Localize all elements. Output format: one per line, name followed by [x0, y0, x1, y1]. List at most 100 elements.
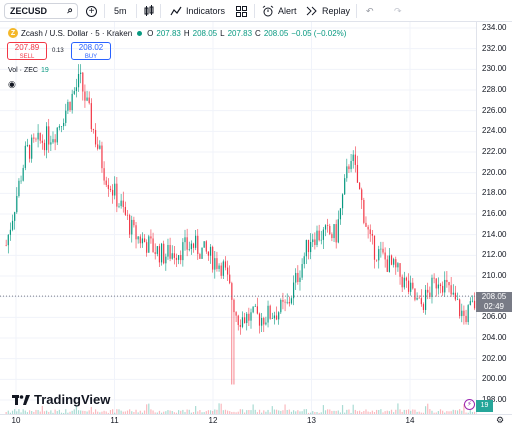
volume-bar [246, 410, 248, 414]
eye-icon[interactable]: ◉ [8, 79, 16, 89]
candle-body [199, 254, 201, 259]
price-axis[interactable] [476, 22, 512, 414]
tradingview-mark-icon [12, 394, 30, 405]
volume-bar [386, 410, 388, 414]
volume-bar [209, 410, 212, 414]
volume-bar [77, 410, 80, 414]
candle-body [356, 164, 359, 183]
volume-bar [237, 411, 239, 414]
indicators-button[interactable]: Indicators [170, 4, 225, 18]
price-tick-label: 234.00 [482, 23, 507, 32]
volume-bar [378, 410, 380, 414]
candle-body [90, 103, 92, 130]
redo-button[interactable]: ↷ [394, 4, 402, 18]
candle-body [316, 230, 318, 245]
interval-button[interactable]: 5m [114, 4, 127, 18]
volume-bar [80, 410, 82, 414]
candle-body [461, 310, 463, 317]
candle-body [20, 180, 22, 182]
volume-bar [356, 411, 359, 414]
candle-body [182, 242, 184, 261]
volume-bar [341, 405, 344, 414]
volume-bar [222, 410, 224, 414]
layouts-button[interactable] [236, 4, 247, 18]
toolbar-divider [160, 4, 161, 18]
volume-bar [433, 412, 435, 414]
candle-body [126, 214, 129, 216]
volume-bar [401, 411, 403, 414]
candle-body [269, 305, 271, 319]
candle-body [275, 315, 278, 320]
alert-button[interactable]: Alert [262, 4, 297, 18]
volume-bar [454, 410, 457, 414]
candle-body [371, 233, 373, 236]
candle-body [312, 239, 314, 242]
volume-bar [186, 409, 188, 414]
volume-bar [284, 404, 286, 414]
undo-button[interactable]: ↶ [366, 4, 374, 18]
candle-body [99, 145, 101, 149]
volume-bar [254, 409, 256, 414]
gear-icon[interactable]: ⚙ [496, 415, 505, 425]
candle-body [263, 317, 265, 325]
compare-button[interactable]: + [86, 4, 97, 18]
candle-body [7, 234, 9, 246]
chart-type-button[interactable] [144, 4, 154, 18]
price-tick-label: 210.00 [482, 271, 507, 280]
sell-price: 207.89 [14, 43, 40, 52]
candle-body [448, 282, 450, 286]
volume-bar [292, 410, 295, 414]
volume-bar [390, 409, 393, 414]
candle-body [414, 288, 416, 300]
tradingview-logo: TradingView [12, 392, 110, 407]
candle-body [271, 318, 273, 319]
candle-body [331, 234, 333, 239]
symbol-search-box[interactable]: ZECUSD ⌕ [4, 3, 78, 19]
volume-bar [297, 410, 299, 414]
volume-bar [46, 410, 48, 414]
zcash-logo-icon: Z [8, 28, 18, 38]
volume-bar [195, 406, 197, 414]
candle-body [216, 258, 218, 269]
buy-button[interactable]: 208.02 BUY [71, 42, 111, 60]
volume-bar [405, 409, 408, 414]
candle-body [439, 284, 442, 286]
high-label: H [183, 28, 190, 38]
current-price-value: 208.05 [481, 292, 507, 301]
volume-bar [63, 412, 65, 414]
candle-body [220, 265, 222, 276]
indicators-label: Indicators [186, 6, 226, 16]
volume-bar [171, 411, 173, 414]
time-axis[interactable] [0, 414, 512, 429]
indicators-icon [170, 6, 182, 16]
volume-bar [41, 405, 43, 414]
sell-button[interactable]: 207.89 SELL [7, 42, 47, 60]
volume-bar [365, 409, 367, 414]
volume-value: 19 [40, 67, 49, 74]
volume-bar [382, 412, 384, 414]
volume-bar [429, 409, 431, 414]
candle-body [412, 282, 414, 289]
volume-bar [141, 412, 144, 414]
volume-bar [235, 412, 237, 414]
candle-body [380, 248, 382, 250]
candle-body [22, 167, 24, 181]
candle-body [339, 208, 342, 220]
candle-body [205, 241, 207, 252]
volume-bar [43, 411, 46, 414]
volume-bar [459, 409, 461, 414]
candle-body [112, 189, 114, 196]
candle-body [267, 305, 269, 323]
candle-body [207, 251, 210, 256]
interval-label: 5m [114, 6, 127, 16]
candle-body [197, 235, 199, 255]
volume-bar [331, 410, 333, 414]
lightning-bolt-icon[interactable]: ⚡ [464, 399, 475, 410]
candle-body [284, 301, 286, 303]
volume-bar [75, 405, 78, 414]
volume-bar [16, 411, 18, 414]
volume-bar [233, 411, 235, 414]
price-chart[interactable] [0, 22, 476, 414]
replay-button[interactable]: Replay [306, 4, 350, 18]
candle-body [116, 183, 118, 207]
